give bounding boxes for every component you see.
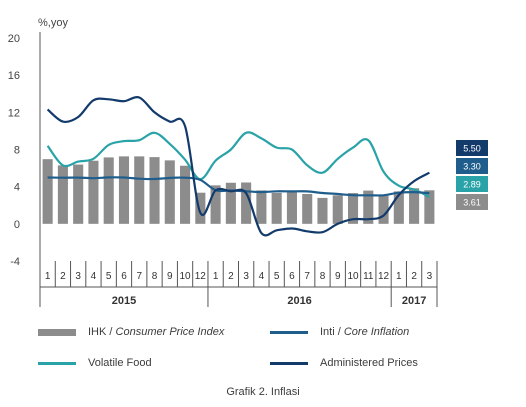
chart-caption: Grafik 2. Inflasi — [226, 386, 300, 398]
end-value-label: 5.50 — [463, 144, 481, 154]
axis-lines — [39, 32, 438, 307]
y-tick-label: 8 — [14, 145, 20, 157]
month-tick-label: 7 — [304, 271, 310, 282]
month-tick-label: 11 — [363, 271, 374, 282]
cpi-bar — [225, 182, 236, 224]
end-value-label: 3.30 — [463, 162, 481, 172]
cpi-bar — [347, 193, 359, 224]
month-tick-label: 2 — [60, 271, 66, 282]
legend-item-administered: Administered Prices — [270, 357, 418, 369]
cpi-bar — [42, 159, 53, 224]
month-tick-label: 2 — [228, 271, 234, 282]
month-tick-label: 9 — [335, 271, 341, 282]
legend-item-cpi: IHK / Consumer Price Index — [38, 326, 224, 338]
cpi-bar — [363, 190, 374, 224]
legend-item-volatile: Volatile Food — [38, 357, 152, 369]
month-tick-label: 4 — [91, 271, 97, 282]
legend-swatch-administered — [270, 361, 308, 365]
legend-swatch-core — [270, 330, 308, 334]
cpi-bar — [103, 157, 114, 224]
cpi-bar — [134, 156, 145, 224]
series-lines — [46, 96, 430, 237]
cpi-bar — [286, 191, 297, 224]
year-label: 2015 — [112, 295, 136, 307]
month-tick-label: 8 — [320, 271, 326, 282]
y-tick-label: 16 — [8, 70, 20, 82]
legend-label-cpi: IHK / Consumer Price Index — [88, 326, 225, 338]
month-tick-label: 1 — [396, 271, 402, 282]
cpi-bar — [317, 197, 328, 224]
end-value-badge — [456, 158, 488, 174]
legend-label-core: Inti / Core Inflation — [320, 326, 410, 338]
month-tick-label: 12 — [195, 271, 207, 282]
cpi-bar — [210, 185, 221, 224]
cpi-bars — [42, 156, 435, 224]
cpi-bar — [180, 165, 191, 224]
month-tick-label: 9 — [167, 271, 173, 282]
month-tick-label: 1 — [213, 271, 219, 282]
end-value-label: 2.89 — [463, 180, 481, 190]
month-tick-label: 6 — [121, 271, 127, 282]
y-tick-label: 0 — [14, 219, 20, 231]
year-labels: 2015 2016 2017 — [112, 295, 427, 307]
month-tick-label: 4 — [259, 271, 265, 282]
cpi-bar — [73, 164, 84, 224]
y-axis-unit-label: %,yoy — [38, 17, 68, 29]
month-tick-label: 6 — [289, 271, 295, 282]
cpi-bar — [302, 194, 313, 224]
month-tick-label: 5 — [106, 271, 112, 282]
month-tick-label: 10 — [347, 271, 359, 282]
y-tick-labels: 20 16 12 8 4 0 -4 — [8, 33, 20, 268]
month-tick-label: 1 — [45, 271, 51, 282]
y-tick-label: -4 — [10, 256, 20, 268]
legend-swatch-cpi — [38, 328, 76, 336]
cpi-bar — [57, 165, 68, 224]
legend-label-administered: Administered Prices — [320, 357, 418, 369]
month-tick-label: 10 — [179, 271, 191, 282]
cpi-bar — [149, 157, 160, 224]
cpi-bar — [271, 192, 282, 224]
cpi-bar — [424, 190, 435, 224]
end-value-label: 3.61 — [463, 198, 481, 208]
year-label: 2016 — [287, 295, 311, 307]
month-tick-label: 8 — [152, 271, 158, 282]
administered-prices-line — [46, 96, 430, 237]
y-tick-label: 12 — [8, 107, 20, 119]
volatile-food-line — [46, 131, 430, 198]
month-tick-label: 3 — [75, 271, 81, 282]
cpi-bar — [195, 192, 206, 224]
month-tick-label: 12 — [378, 271, 390, 282]
cpi-bar — [241, 182, 252, 224]
month-tick-label: 3 — [243, 271, 249, 282]
legend-item-core: Inti / Core Inflation — [270, 326, 409, 338]
cpi-bar — [88, 160, 99, 224]
end-value-badge — [456, 194, 488, 210]
cpi-bar — [256, 190, 267, 224]
cpi-bar — [164, 160, 175, 224]
legend-swatch-volatile — [38, 361, 76, 365]
end-value-badges: 5.50 3.30 2.89 3.61 — [456, 140, 488, 210]
month-tick-label: 3 — [427, 271, 433, 282]
month-tick-label: 5 — [274, 271, 280, 282]
month-tick-label: 7 — [136, 271, 142, 282]
y-tick-label: 4 — [14, 182, 20, 194]
cpi-bar — [378, 195, 389, 224]
month-tick-labels: 1 2 3 4 5 6 7 8 9 10 12 1 2 3 4 5 6 7 8 9 10 11 12 1 2 3 — [45, 271, 433, 282]
month-tick-label: 2 — [411, 271, 417, 282]
year-label: 2017 — [402, 295, 426, 307]
cpi-bar — [118, 156, 130, 224]
legend: IHK / Consumer Price Index Inti / Core I… — [30, 320, 500, 380]
end-value-badge — [456, 140, 488, 156]
cpi-bar — [393, 191, 404, 224]
end-value-badge — [456, 176, 488, 192]
legend-label-volatile: Volatile Food — [88, 357, 152, 369]
y-tick-label: 20 — [8, 33, 20, 45]
cpi-bar — [332, 195, 343, 224]
cpi-bar — [409, 188, 420, 224]
